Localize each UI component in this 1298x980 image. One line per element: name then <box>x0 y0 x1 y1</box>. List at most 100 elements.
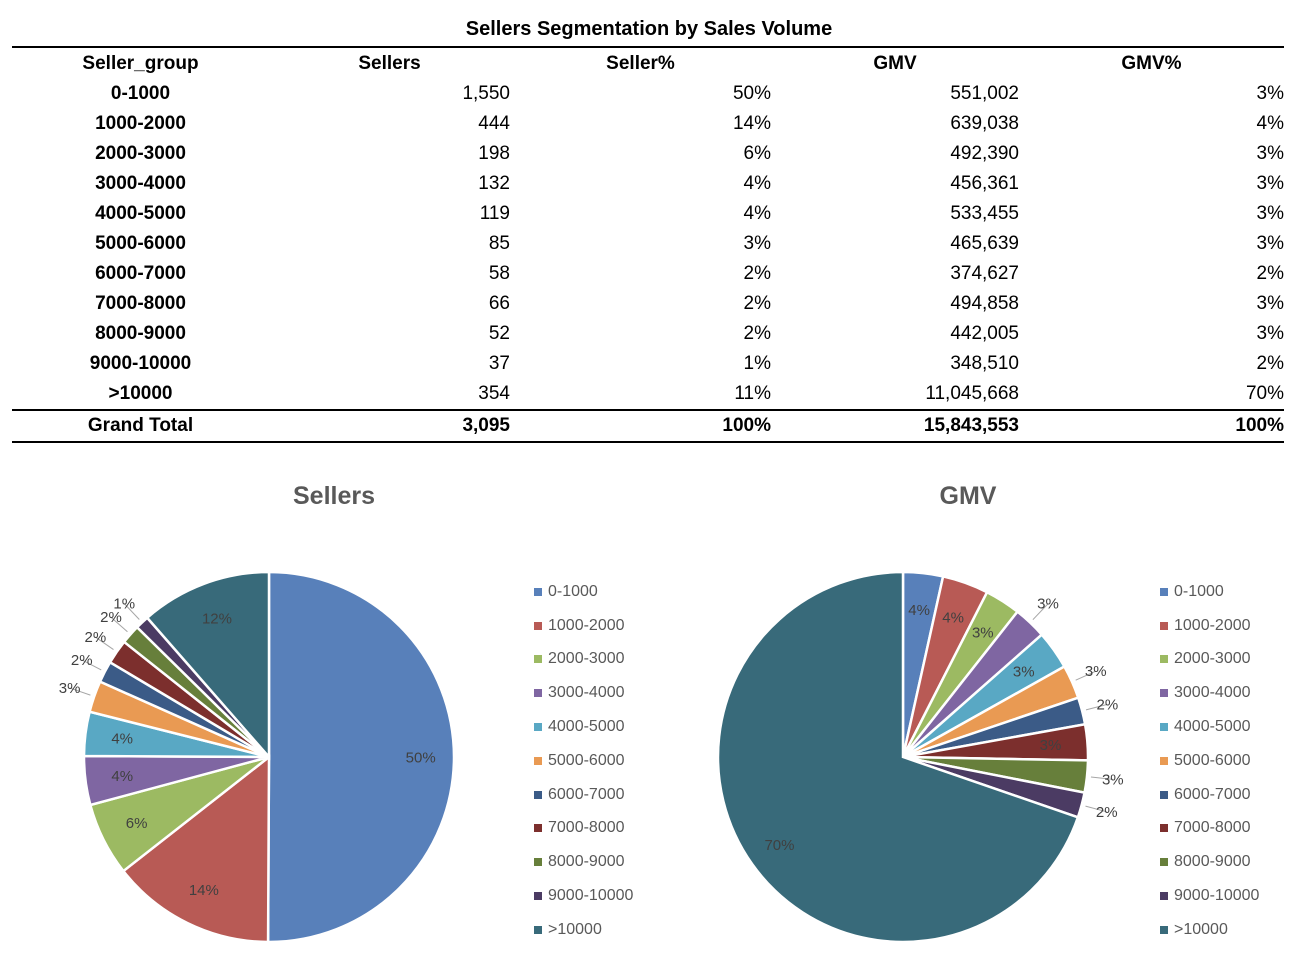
table-cell: 8000-9000 <box>95 323 186 344</box>
gmv-data-label: 4% <box>942 610 964 627</box>
legend-swatch <box>1160 824 1168 833</box>
table-cell: 198 <box>478 143 510 164</box>
sellers-data-label: 6% <box>126 815 148 832</box>
table-cell: 66 <box>488 293 510 314</box>
legend-item: 8000-9000 <box>1160 845 1259 879</box>
legend-item: 6000-7000 <box>534 778 633 812</box>
table-cell: 1,550 <box>462 83 510 104</box>
gmv-leader-line <box>1085 805 1107 813</box>
legend-label: 1000-2000 <box>548 616 625 634</box>
table-cell: 2% <box>743 263 771 284</box>
table-cell: 551,002 <box>950 83 1019 104</box>
legend-label: 2000-3000 <box>1174 650 1251 668</box>
table-cell: 3% <box>1256 173 1284 194</box>
legend-label: 3000-4000 <box>1174 684 1251 702</box>
table-cell: 3% <box>1256 323 1284 344</box>
table-cell: 2% <box>743 323 771 344</box>
sellers-chart-title: Sellers <box>292 482 375 510</box>
column-header: GMV% <box>1121 53 1182 74</box>
table-cell: 3% <box>1256 83 1284 104</box>
table-cell: 3% <box>1256 233 1284 254</box>
legend-swatch <box>1160 621 1168 630</box>
table-cell: 1000-2000 <box>95 113 186 134</box>
gmv-chart-title: GMV <box>939 482 997 510</box>
table-row: >10000 354 11% 11,045,668 70% <box>12 379 1284 410</box>
table-cell: 70% <box>1245 383 1284 404</box>
legend-item: 5000-6000 <box>1160 744 1259 778</box>
gmv-leader-line <box>1085 703 1108 711</box>
table-cell: 374,627 <box>950 263 1019 284</box>
table-cell: 3000-4000 <box>95 173 186 194</box>
legend-item: 2000-3000 <box>534 643 633 677</box>
legend-item: 1000-2000 <box>1160 609 1259 643</box>
legend-swatch <box>534 587 542 596</box>
sellers-slice <box>266 570 456 944</box>
table-title: Sellers Segmentation by Sales Volume <box>465 18 833 40</box>
legend-label: >10000 <box>1174 920 1228 938</box>
column-header: GMV <box>873 53 917 74</box>
table-cell: 4% <box>743 203 771 224</box>
sellers-leader-line <box>69 687 91 696</box>
legend-label: 3000-4000 <box>548 684 625 702</box>
legend-swatch <box>534 790 542 799</box>
legend-swatch <box>1160 689 1168 698</box>
legend-item: 4000-5000 <box>534 710 633 744</box>
legend-label: 4000-5000 <box>548 718 625 736</box>
legend-swatch <box>1160 790 1168 799</box>
table-cell: 9000-10000 <box>89 353 192 374</box>
table-cell: 15,843,553 <box>923 415 1019 436</box>
legend-label: 1000-2000 <box>1174 616 1251 634</box>
column-header: Seller_group <box>82 53 199 74</box>
gmv-data-label: 2% <box>1096 696 1118 713</box>
legend-item: 0-1000 <box>1160 575 1259 609</box>
legend-swatch <box>534 858 542 867</box>
legend-item: 8000-9000 <box>534 845 633 879</box>
legend-label: 2000-3000 <box>548 650 625 668</box>
legend-swatch <box>534 824 542 833</box>
sellers-slice <box>121 754 271 944</box>
gmv-slice <box>716 570 1080 944</box>
legend-item: 3000-4000 <box>534 676 633 710</box>
table-cell: 533,455 <box>950 203 1019 224</box>
legend-label: 8000-9000 <box>1174 853 1251 871</box>
gmv-data-label: 3% <box>1085 663 1107 680</box>
legend-swatch <box>534 655 542 664</box>
table-cell: 58 <box>488 263 510 284</box>
table-cell: 100% <box>1235 415 1284 436</box>
legend-label: 9000-10000 <box>1174 887 1260 905</box>
legend-item: 7000-8000 <box>1160 812 1259 846</box>
sellers-data-label: 4% <box>111 730 133 747</box>
table-cell: 442,005 <box>950 323 1019 344</box>
table-cell: 119 <box>479 203 510 224</box>
legend-label: 9000-10000 <box>548 887 634 905</box>
table-cell: 2% <box>1256 263 1284 284</box>
legend-label: 6000-7000 <box>548 785 625 803</box>
legend-item: 6000-7000 <box>1160 778 1259 812</box>
legend-label: 7000-8000 <box>548 819 625 837</box>
table-cell: 3% <box>1256 293 1284 314</box>
table-cell: 0-1000 <box>110 83 171 104</box>
table-row: 1000-2000 444 14% 639,038 4% <box>12 109 1284 139</box>
legend-item: 7000-8000 <box>534 812 633 846</box>
legend-item: 2000-3000 <box>1160 643 1259 677</box>
legend-swatch <box>534 925 542 934</box>
sellers-leader-line <box>123 603 140 620</box>
table-cell: 50% <box>732 83 771 104</box>
table-row: 0-1000 1,550 50% 551,002 3% <box>12 79 1284 109</box>
legend-label: 5000-6000 <box>1174 751 1251 769</box>
sellers-legend: 0-1000 1000-2000 2000-3000 3000-4000 4000-50… <box>534 575 633 947</box>
gmv-data-label: 70% <box>764 837 794 854</box>
table-cell: 4% <box>1256 113 1284 134</box>
gmv-leader-line <box>1075 670 1096 681</box>
gmv-data-label: 3% <box>1013 663 1035 680</box>
sellers-data-label: 12% <box>202 610 232 627</box>
segmentation-table: Seller_group Sellers Seller% GMV GMV% 0-1000… <box>12 46 1284 443</box>
sellers-leader-line <box>95 636 114 650</box>
column-header: Seller% <box>606 53 675 74</box>
gmv-data-label: 4% <box>908 602 930 619</box>
table-cell: 2% <box>1256 353 1284 374</box>
table-cell: 7000-8000 <box>95 293 186 314</box>
table-row: 5000-6000 85 3% 465,639 3% <box>12 229 1284 259</box>
grand-total-row: Grand Total 3,095 100% 15,843,553 100% <box>12 410 1284 442</box>
legend-item: 9000-10000 <box>534 879 633 913</box>
